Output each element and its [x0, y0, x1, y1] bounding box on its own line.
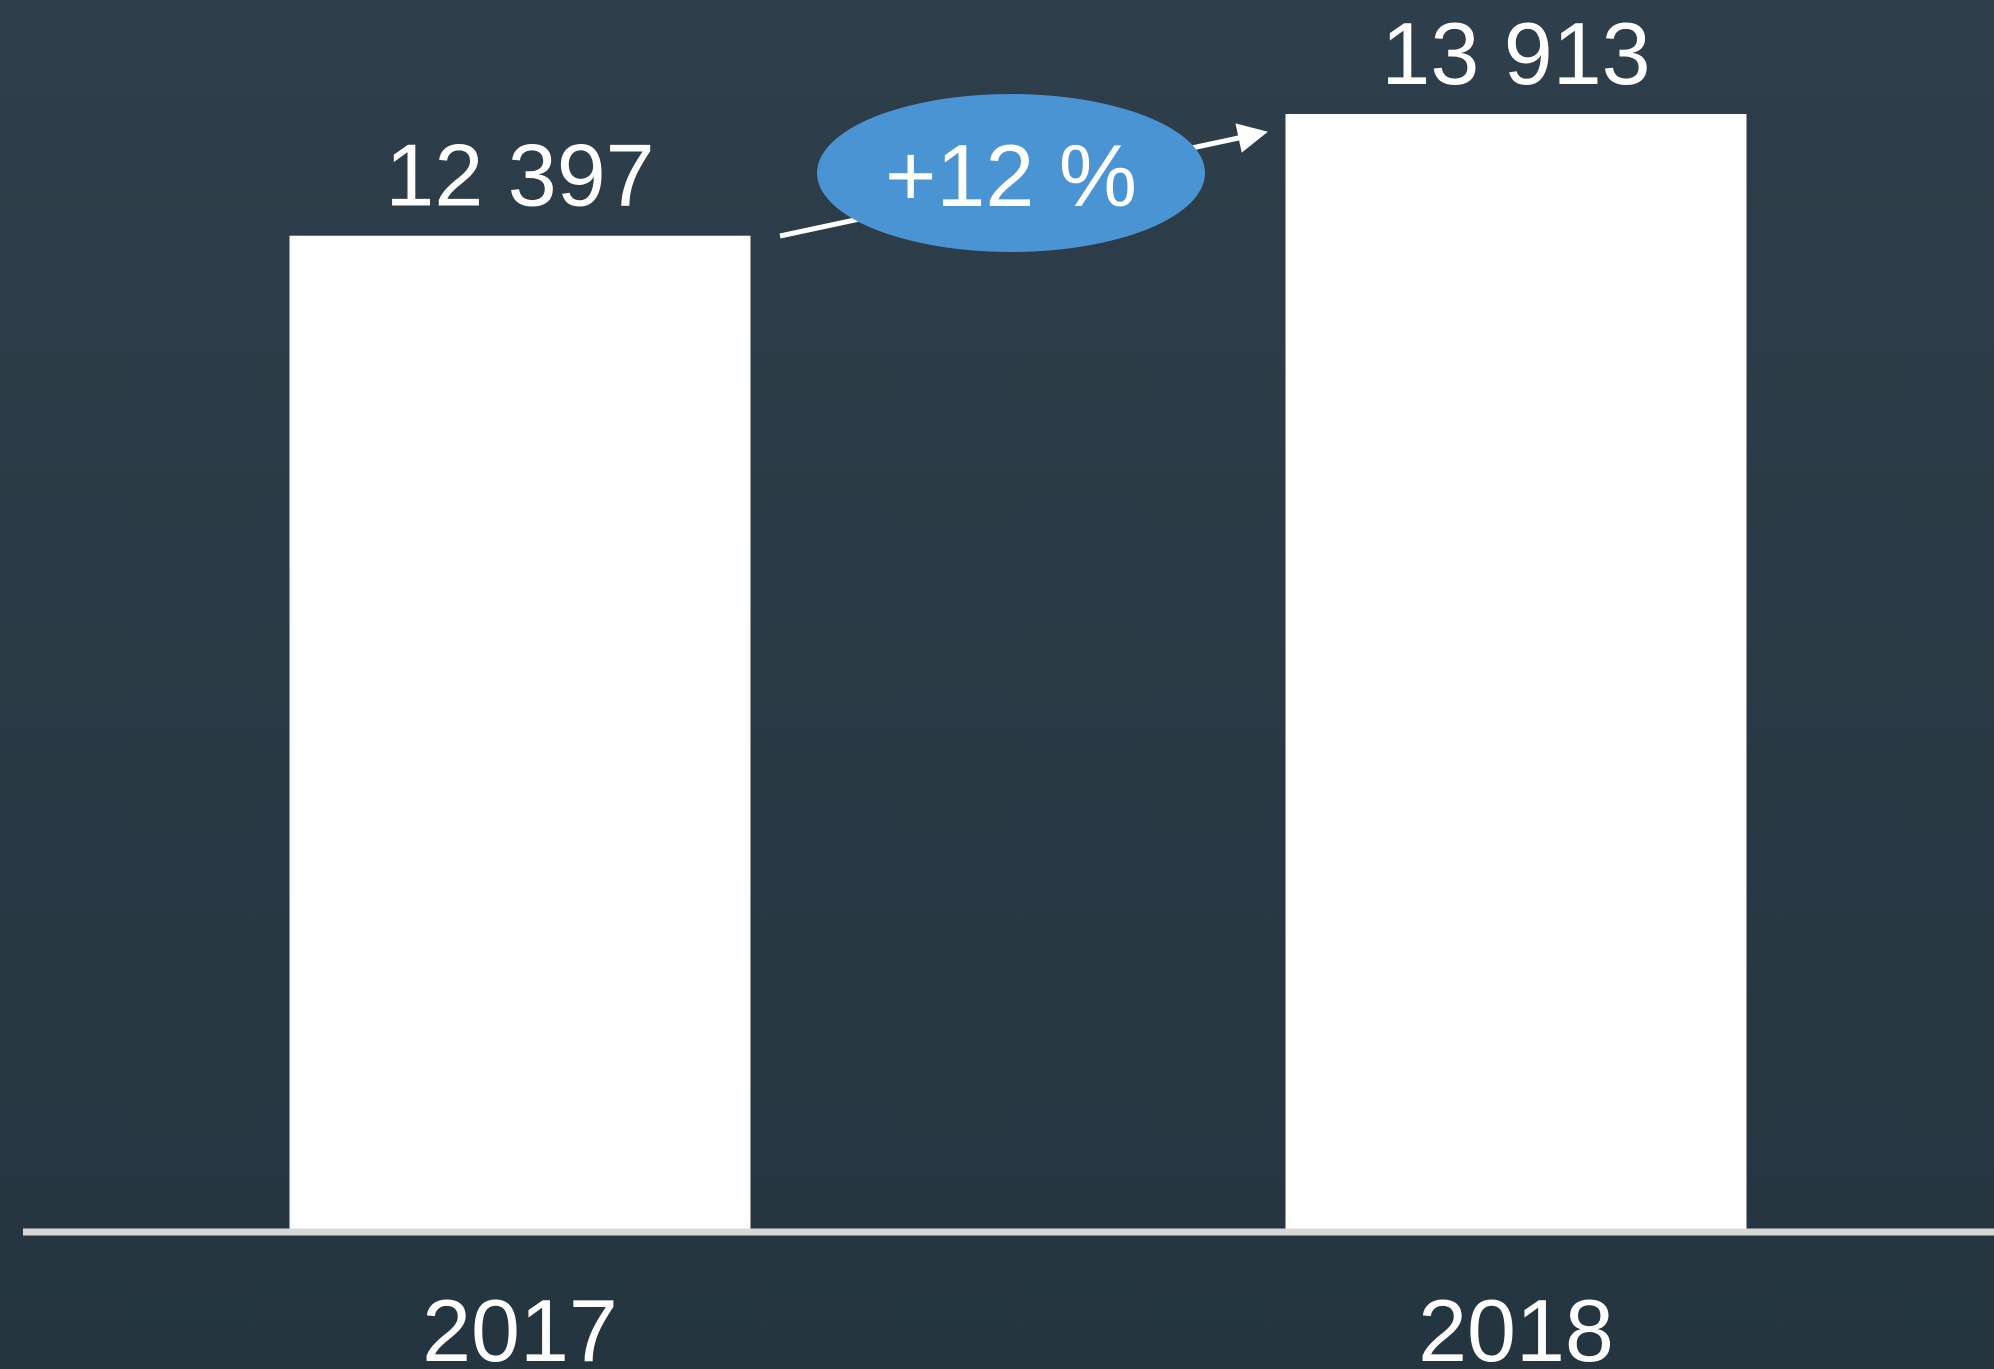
- plot-area: 2017 12 397 2018 13 913: [289, 4, 1747, 1369]
- x-tick-label: 2017: [422, 1281, 618, 1369]
- growth-badge: [817, 94, 1205, 252]
- bar: [289, 235, 751, 1231]
- value-label: 13 913: [1381, 4, 1650, 103]
- x-tick-label: 2018: [1418, 1281, 1614, 1369]
- growth-label: +12 %: [885, 126, 1137, 225]
- value-label: 12 397: [385, 126, 654, 225]
- bar: [1285, 114, 1747, 1231]
